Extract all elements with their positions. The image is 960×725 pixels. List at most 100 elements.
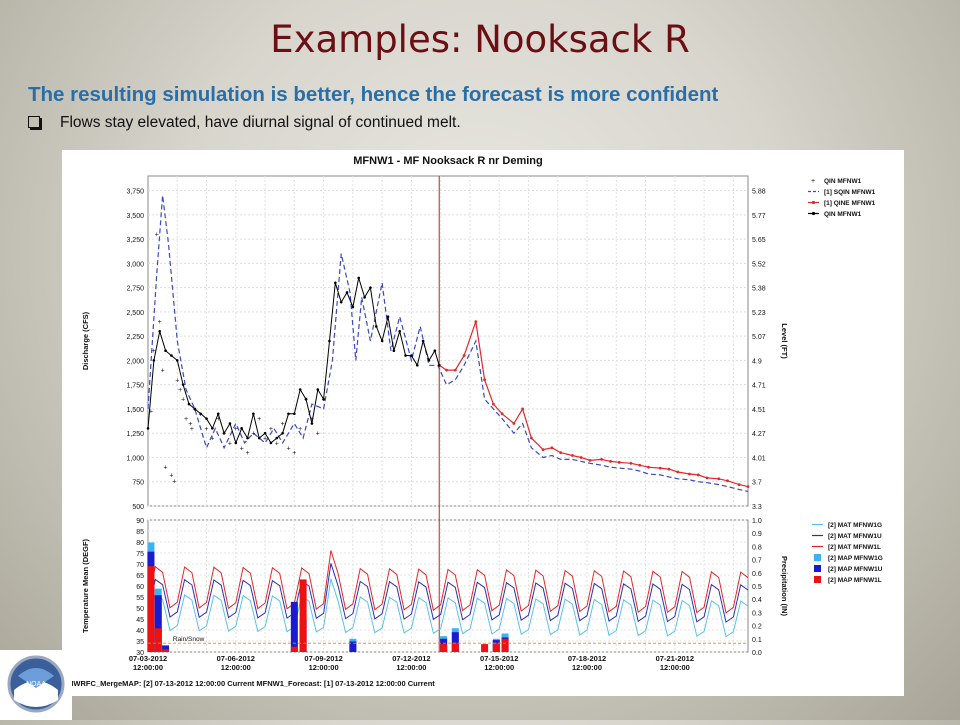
- series-obs-point: +: [199, 411, 203, 418]
- series-qin-point: [398, 329, 402, 333]
- series-qine-point: [530, 436, 533, 440]
- series-qine-point: [676, 470, 680, 474]
- series-qin-point: [351, 305, 355, 309]
- y2-tick-label: 4.01: [752, 455, 766, 462]
- checkbox-bullet-icon: [28, 116, 40, 128]
- precip-bar: [162, 645, 170, 652]
- series-obs-point: +: [275, 440, 279, 447]
- series-obs-point: +: [251, 431, 255, 438]
- series-obs-point: +: [158, 319, 162, 326]
- series-qin-point: [199, 412, 202, 416]
- series-obs-point: +: [193, 406, 197, 413]
- temp-tick-label: 55: [136, 595, 144, 602]
- series-qine-point: [717, 477, 721, 481]
- series-qin-point: [240, 427, 243, 430]
- precip-bar: [451, 642, 459, 652]
- temp-tick-label: 90: [136, 518, 144, 525]
- y-tick-label: 750: [132, 480, 144, 487]
- series-obs-point: +: [178, 387, 182, 394]
- y-tick-label: 1,750: [126, 383, 144, 390]
- series-qine-point: [491, 402, 495, 406]
- series-obs-point: +: [190, 426, 194, 433]
- series-qin-point: [275, 436, 279, 440]
- series-obs-point: +: [169, 472, 173, 479]
- series-qine-point: [474, 320, 478, 323]
- chart-title: MFNW1 - MF Nooksack R nr Deming: [353, 155, 542, 167]
- series-obs-point: +: [161, 368, 165, 375]
- series-obs-point: +: [181, 397, 185, 404]
- series-qin-point: [287, 412, 290, 416]
- series-obs-point: +: [175, 377, 179, 384]
- series-qin-point: [404, 354, 407, 357]
- series-qine-point: [629, 461, 633, 465]
- precip-tick-label: 0.5: [752, 584, 762, 591]
- series-qin-point: [415, 363, 419, 367]
- y-axis-label: Discharge (CFS): [81, 311, 90, 370]
- series-qin-point: [146, 427, 150, 430]
- series-qin-point: [437, 363, 441, 367]
- series-qine-point: [609, 459, 612, 463]
- series-qine-point: [521, 407, 525, 411]
- precip-bar: [349, 641, 357, 652]
- x-tick-label: 07-21-2012: [656, 654, 694, 663]
- legend-label: [2] MAP MFNW1U: [828, 566, 883, 573]
- bullet-item: Flows stay elevated, have diurnal signal…: [28, 114, 461, 132]
- series-qine-point: [658, 466, 662, 470]
- series-qin-point: [234, 441, 238, 445]
- y2-tick-label: 4.9: [752, 358, 762, 365]
- series-qine-point: [550, 446, 554, 450]
- slide-title: Examples: Nooksack R: [270, 18, 690, 61]
- precip-bar: [154, 595, 162, 652]
- series-obs-point: +: [184, 416, 188, 423]
- series-qin-point: [369, 286, 372, 289]
- precip-bar: [299, 579, 307, 652]
- temp-tick-label: 85: [136, 529, 144, 536]
- y-tick-label: 2,500: [126, 310, 144, 317]
- series-qine-point: [512, 422, 516, 425]
- temp-tick-label: 40: [136, 628, 144, 635]
- temp-tick-label: 80: [136, 540, 144, 547]
- hydrograph-chart: MFNW1 - MF Nooksack R nr Deming 500 750 1,0…: [68, 155, 883, 688]
- y2-tick-label: 3.7: [752, 480, 762, 487]
- series-obs-point: +: [292, 450, 296, 457]
- series-obs-point: +: [310, 416, 314, 423]
- series-qin-point: [257, 436, 261, 440]
- precip-axis-label: Precipitation (IN): [780, 556, 789, 617]
- series-qin-point: [170, 354, 173, 357]
- series-qine-point: [570, 454, 574, 457]
- series-qin-point: [334, 281, 337, 285]
- precip-bar: [481, 644, 489, 652]
- x-tick-sublabel: 12:00:00: [572, 663, 602, 672]
- series-obs-point: +: [269, 426, 273, 433]
- series-obs-point: +: [152, 348, 156, 355]
- legend-label: [2] MAT MFNW1G: [828, 522, 882, 529]
- x-tick-sublabel: 12:00:00: [221, 663, 251, 672]
- x-tick-sublabel: 12:00:00: [660, 663, 690, 672]
- series-obs-point: +: [316, 431, 320, 438]
- precip-tick-label: 0.4: [752, 597, 762, 604]
- series-qin-point: [281, 431, 284, 435]
- precip-bar: [147, 566, 155, 652]
- series-qin-point: [152, 359, 156, 362]
- precip-tick-label: 0.8: [752, 544, 762, 551]
- series-qine-point: [462, 354, 466, 357]
- temp-tick-label: 65: [136, 573, 144, 580]
- y2-tick-label: 4.27: [752, 431, 766, 438]
- series-obs-point: +: [263, 436, 267, 443]
- footer-status-text: NWRFC_MergeMAP: [2] 07-13-2012 12:00:00 …: [68, 679, 435, 688]
- series-obs-point: +: [286, 445, 290, 452]
- series-qin-point: [339, 300, 343, 304]
- series-obs-point: +: [245, 450, 249, 457]
- legend-marker: [811, 200, 816, 205]
- bullet-text: Flows stay elevated, have diurnal signal…: [60, 114, 461, 131]
- series-qin-point: [310, 422, 314, 425]
- noaa-logo-icon: NOAA: [7, 655, 65, 713]
- series-qine-point: [647, 465, 650, 469]
- y-tick-label: 1,500: [126, 407, 144, 414]
- series-qin-point: [205, 417, 208, 420]
- x-tick-sublabel: 12:00:00: [309, 663, 339, 672]
- series-qine-point: [617, 460, 621, 464]
- legend-marker: [811, 211, 816, 216]
- y2-tick-label: 5.52: [752, 261, 766, 268]
- y2-tick-label: 5.23: [752, 310, 766, 317]
